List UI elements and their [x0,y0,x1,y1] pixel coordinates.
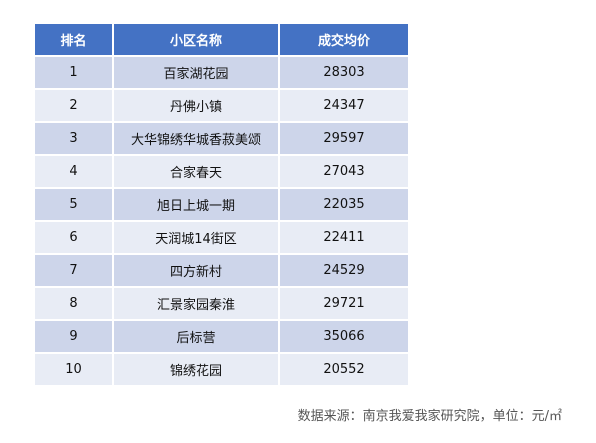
cell-community-name: 旭日上城一期 [113,188,280,222]
cell-rank: 1 [35,56,114,90]
cell-community-name: 后标营 [113,320,280,354]
cell-rank: 6 [35,221,114,255]
cell-community-name: 汇景家园秦淮 [113,287,280,321]
ranking-table: 排名 小区名称 成交均价 1 百家湖花园 28303 2 丹佛小镇 24347 … [35,24,408,387]
table-row: 4 合家春天 27043 [35,155,408,189]
cell-average-price: 35066 [279,320,408,354]
cell-average-price: 24529 [279,254,408,288]
cell-rank: 8 [35,287,114,321]
cell-rank: 4 [35,155,114,189]
cell-average-price: 22035 [279,188,408,222]
data-source-note: 数据来源：南京我爱我家研究院，单位：元/㎡ [297,409,562,424]
cell-average-price: 20552 [279,353,408,387]
cell-average-price: 22411 [279,221,408,255]
cell-rank: 9 [35,320,114,354]
cell-average-price: 29721 [279,287,408,321]
cell-average-price: 24347 [279,89,408,123]
table-row: 8 汇景家园秦淮 29721 [35,287,408,321]
table-row: 3 大华锦绣华城香菽美颂 29597 [35,122,408,156]
table-header: 排名 小区名称 成交均价 [35,24,408,57]
table-body: 1 百家湖花园 28303 2 丹佛小镇 24347 3 大华锦绣华城香菽美颂 … [35,56,408,387]
table-row: 10 锦绣花园 20552 [35,353,408,387]
table-row: 2 丹佛小镇 24347 [35,89,408,123]
cell-community-name: 丹佛小镇 [113,89,280,123]
table-row: 6 天润城14街区 22411 [35,221,408,255]
header-rank: 排名 [35,24,114,57]
cell-average-price: 29597 [279,122,408,156]
header-row: 排名 小区名称 成交均价 [35,24,408,57]
table-row: 7 四方新村 24529 [35,254,408,288]
cell-average-price: 27043 [279,155,408,189]
cell-community-name: 四方新村 [113,254,280,288]
cell-community-name: 百家湖花园 [113,56,280,90]
cell-average-price: 28303 [279,56,408,90]
header-community-name: 小区名称 [113,24,280,57]
cell-rank: 5 [35,188,114,222]
cell-rank: 3 [35,122,114,156]
cell-rank: 2 [35,89,114,123]
table-row: 1 百家湖花园 28303 [35,56,408,90]
cell-rank: 7 [35,254,114,288]
cell-community-name: 天润城14街区 [113,221,280,255]
header-average-price: 成交均价 [279,24,408,57]
table-row: 9 后标营 35066 [35,320,408,354]
cell-community-name: 合家春天 [113,155,280,189]
cell-community-name: 锦绣花园 [113,353,280,387]
table-row: 5 旭日上城一期 22035 [35,188,408,222]
cell-rank: 10 [35,353,114,387]
cell-community-name: 大华锦绣华城香菽美颂 [113,122,280,156]
